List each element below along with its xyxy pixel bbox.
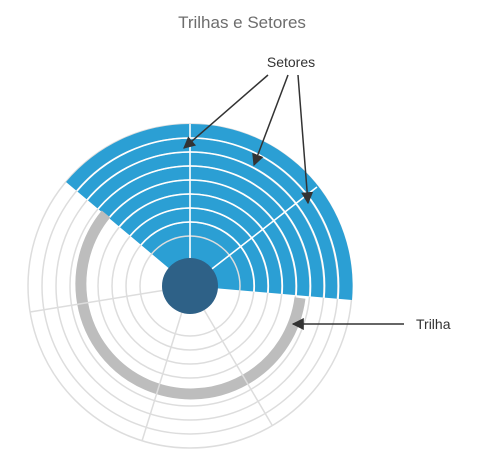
sector-ring-lines (76, 137, 340, 300)
sectors-arrows (183, 74, 314, 205)
sectors-label: Setores (267, 54, 315, 70)
track-label: Trilha (416, 316, 451, 332)
spindle-hub (162, 258, 218, 314)
highlighted-track (75, 210, 306, 400)
diagram-title: Trilhas e Setores (178, 13, 306, 32)
